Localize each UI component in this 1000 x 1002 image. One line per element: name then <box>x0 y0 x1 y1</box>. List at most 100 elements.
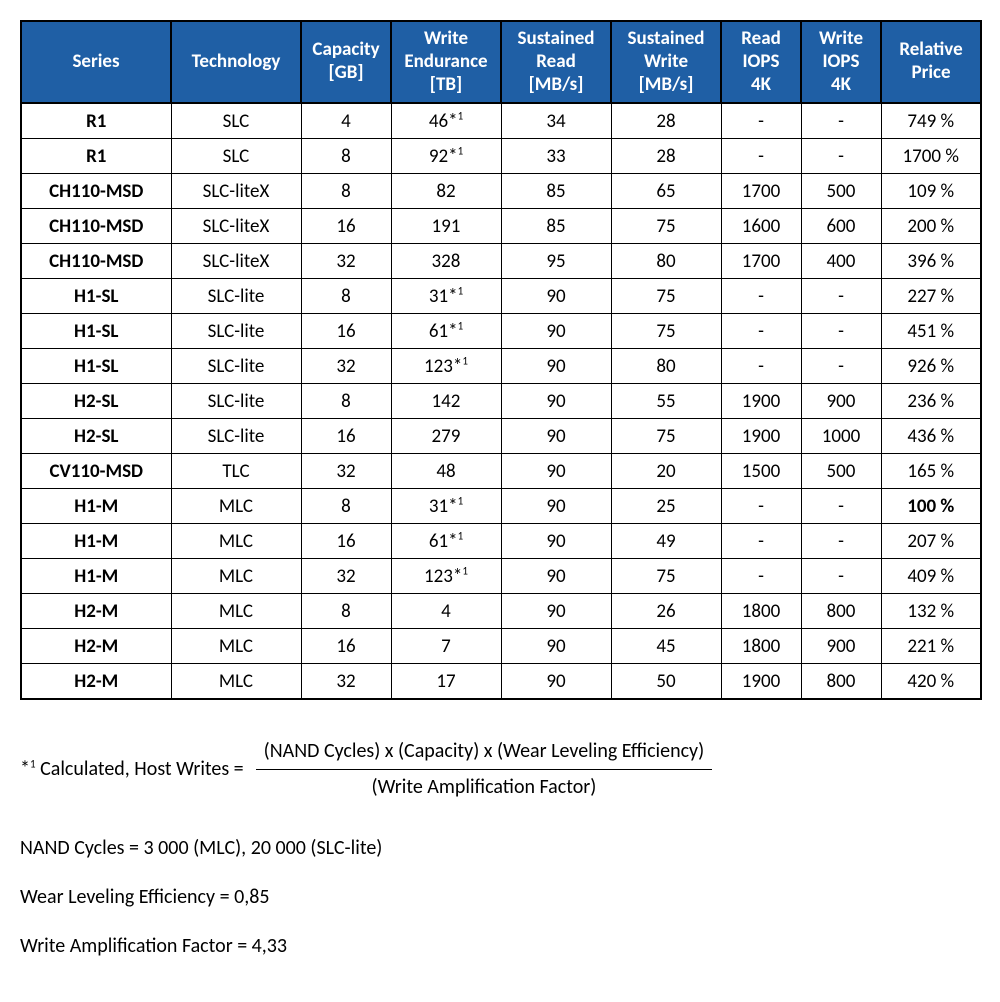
table-row: H2-MMLC321790501900800420 % <box>21 664 981 700</box>
cell-technology: SLC-liteX <box>171 244 301 279</box>
cell-sustained-write: 25 <box>611 489 721 524</box>
cell-series: H1-M <box>21 559 171 594</box>
col-header: Capacity[GB] <box>301 21 391 103</box>
table-row: H1-MMLC831*19025--100 % <box>21 489 981 524</box>
cell-capacity: 8 <box>301 139 391 174</box>
cell-price: 207 % <box>881 524 981 559</box>
cell-series: CH110-MSD <box>21 209 171 244</box>
formula: *1 Calculated, Host Writes = (NAND Cycle… <box>20 738 980 801</box>
cell-read-iops: 1900 <box>721 419 801 454</box>
col-header: ReadIOPS4K <box>721 21 801 103</box>
cell-sustained-read: 90 <box>501 524 611 559</box>
cell-capacity: 32 <box>301 664 391 700</box>
cell-technology: MLC <box>171 594 301 629</box>
cell-write-endurance: 48 <box>391 454 501 489</box>
cell-price: 200 % <box>881 209 981 244</box>
cell-read-iops: - <box>721 349 801 384</box>
cell-technology: MLC <box>171 629 301 664</box>
cell-technology: SLC <box>171 103 301 139</box>
cell-write-iops: 1000 <box>801 419 881 454</box>
note-line: Wear Leveling Efficiency = 0,85 <box>20 884 980 911</box>
cell-sustained-write: 75 <box>611 279 721 314</box>
cell-sustained-read: 90 <box>501 314 611 349</box>
table-row: H2-MMLC8490261800800132 % <box>21 594 981 629</box>
cell-write-iops: - <box>801 349 881 384</box>
cell-price: 451 % <box>881 314 981 349</box>
cell-technology: SLC-lite <box>171 419 301 454</box>
cell-series: H1-M <box>21 489 171 524</box>
cell-sustained-write: 45 <box>611 629 721 664</box>
formula-fraction: (NAND Cycles) x (Capacity) x (Wear Level… <box>256 738 713 801</box>
cell-sustained-write: 50 <box>611 664 721 700</box>
cell-sustained-write: 55 <box>611 384 721 419</box>
cell-read-iops: 1700 <box>721 244 801 279</box>
cell-write-endurance: 123*1 <box>391 559 501 594</box>
cell-price: 409 % <box>881 559 981 594</box>
cell-capacity: 8 <box>301 174 391 209</box>
cell-technology: SLC-lite <box>171 349 301 384</box>
cell-series: CH110-MSD <box>21 174 171 209</box>
cell-series: H1-SL <box>21 349 171 384</box>
cell-sustained-write: 26 <box>611 594 721 629</box>
cell-series: CV110-MSD <box>21 454 171 489</box>
table-row: CV110-MSDTLC324890201500500165 % <box>21 454 981 489</box>
cell-read-iops: 1900 <box>721 384 801 419</box>
cell-sustained-read: 90 <box>501 664 611 700</box>
cell-series: H1-SL <box>21 279 171 314</box>
cell-sustained-write: 75 <box>611 559 721 594</box>
cell-write-endurance: 46*1 <box>391 103 501 139</box>
cell-sustained-read: 85 <box>501 209 611 244</box>
cell-price: 236 % <box>881 384 981 419</box>
cell-read-iops: 1900 <box>721 664 801 700</box>
cell-technology: TLC <box>171 454 301 489</box>
spec-table: SeriesTechnologyCapacity[GB]WriteEnduran… <box>20 20 982 700</box>
cell-price: 109 % <box>881 174 981 209</box>
cell-technology: SLC <box>171 139 301 174</box>
cell-write-endurance: 82 <box>391 174 501 209</box>
cell-price: 165 % <box>881 454 981 489</box>
col-header: SustainedWrite[MB/s] <box>611 21 721 103</box>
cell-price: 436 % <box>881 419 981 454</box>
cell-sustained-read: 85 <box>501 174 611 209</box>
cell-capacity: 16 <box>301 209 391 244</box>
cell-read-iops: 1700 <box>721 174 801 209</box>
cell-write-iops: - <box>801 139 881 174</box>
cell-sustained-read: 90 <box>501 594 611 629</box>
cell-write-iops: - <box>801 524 881 559</box>
cell-write-iops: 500 <box>801 174 881 209</box>
cell-write-iops: 600 <box>801 209 881 244</box>
cell-read-iops: - <box>721 524 801 559</box>
cell-write-iops: - <box>801 559 881 594</box>
table-row: CH110-MSDSLC-liteX1619185751600600200 % <box>21 209 981 244</box>
cell-series: R1 <box>21 103 171 139</box>
cell-write-endurance: 142 <box>391 384 501 419</box>
table-header-row: SeriesTechnologyCapacity[GB]WriteEnduran… <box>21 21 981 103</box>
cell-sustained-read: 90 <box>501 559 611 594</box>
cell-series: H2-M <box>21 629 171 664</box>
cell-write-endurance: 31*1 <box>391 279 501 314</box>
cell-read-iops: - <box>721 279 801 314</box>
col-header: RelativePrice <box>881 21 981 103</box>
cell-write-endurance: 92*1 <box>391 139 501 174</box>
cell-write-endurance: 61*1 <box>391 314 501 349</box>
cell-capacity: 8 <box>301 489 391 524</box>
cell-read-iops: - <box>721 314 801 349</box>
cell-series: H2-M <box>21 594 171 629</box>
cell-capacity: 8 <box>301 594 391 629</box>
note-line: Write Amplification Factor = 4,33 <box>20 933 980 960</box>
cell-capacity: 32 <box>301 349 391 384</box>
cell-write-endurance: 328 <box>391 244 501 279</box>
cell-read-iops: 1800 <box>721 594 801 629</box>
cell-write-iops: 500 <box>801 454 881 489</box>
table-row: R1SLC446*13428--749 % <box>21 103 981 139</box>
cell-sustained-read: 90 <box>501 279 611 314</box>
table-row: H1-SLSLC-lite831*19075--227 % <box>21 279 981 314</box>
cell-read-iops: - <box>721 489 801 524</box>
col-header: Technology <box>171 21 301 103</box>
table-row: H2-SLSLC-lite16279907519001000436 % <box>21 419 981 454</box>
cell-write-endurance: 191 <box>391 209 501 244</box>
col-header: WriteEndurance[TB] <box>391 21 501 103</box>
cell-sustained-write: 75 <box>611 419 721 454</box>
cell-price: 926 % <box>881 349 981 384</box>
cell-sustained-read: 90 <box>501 454 611 489</box>
